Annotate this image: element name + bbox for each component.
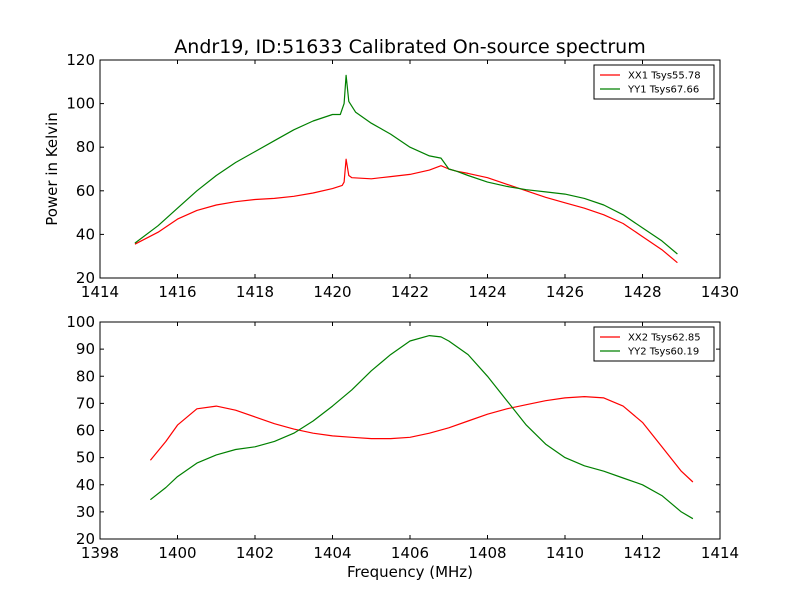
y-tick-label: 120 bbox=[66, 51, 95, 69]
y-tick-label: 80 bbox=[76, 138, 95, 156]
x-tick-label: 1404 bbox=[313, 544, 351, 562]
legend-label-1: XX2 Tsys62.85 bbox=[628, 333, 701, 344]
x-tick-label: 1424 bbox=[468, 283, 506, 301]
y-tick-label: 40 bbox=[76, 225, 95, 243]
y-tick-label: 100 bbox=[66, 313, 95, 331]
y-tick-label: 100 bbox=[66, 95, 95, 113]
y-tick-label: 40 bbox=[76, 476, 95, 494]
x-tick-label: 1418 bbox=[236, 283, 274, 301]
x-tick-label: 1416 bbox=[158, 283, 196, 301]
y-tick-label: 80 bbox=[76, 367, 95, 385]
y-tick-label: 60 bbox=[76, 422, 95, 440]
x-tick-label: 1414 bbox=[81, 283, 119, 301]
x-tick-label: 1414 bbox=[701, 544, 739, 562]
y-tick-label: 20 bbox=[76, 269, 95, 287]
x-tick-label: 1402 bbox=[236, 544, 274, 562]
legend-label-2: YY1 Tsys67.66 bbox=[627, 85, 699, 96]
bottom-panel: 1398 1400 1402 1404 1406 1408 1410 1412 1414 20 30… bbox=[66, 313, 739, 562]
x-tick-label: 1400 bbox=[158, 544, 196, 562]
legend-label-1: XX1 Tsys55.78 bbox=[628, 71, 701, 82]
x-tick-label: 1410 bbox=[546, 544, 584, 562]
legend-box bbox=[593, 64, 715, 100]
legend-box bbox=[593, 326, 715, 362]
series-line-2 bbox=[134, 74, 678, 255]
y-tick-label: 90 bbox=[76, 340, 95, 358]
series-line-2 bbox=[150, 335, 694, 520]
x-tick-label: 1430 bbox=[701, 283, 739, 301]
x-axis-label: Frequency (MHz) bbox=[347, 563, 473, 581]
top-panel: 1414 1416 1418 1420 1422 1424 1426 1428 1430 20 40… bbox=[66, 51, 739, 301]
y-tick-label: 50 bbox=[76, 449, 95, 467]
y-tick-label: 20 bbox=[76, 530, 95, 548]
x-tick-label: 1408 bbox=[468, 544, 506, 562]
y-tick-label: 60 bbox=[76, 182, 95, 200]
legend-label-2: YY2 Tsys60.19 bbox=[627, 347, 699, 358]
x-tick-label: 1426 bbox=[546, 283, 584, 301]
series-line-1 bbox=[134, 158, 678, 264]
x-tick-label: 1422 bbox=[391, 283, 429, 301]
y-tick-label: 30 bbox=[76, 503, 95, 521]
x-tick-label: 1412 bbox=[623, 544, 661, 562]
figure-title: Andr19, ID:51633 Calibrated On-source sp… bbox=[174, 36, 645, 58]
x-tick-label: 1398 bbox=[81, 544, 119, 562]
x-tick-label: 1428 bbox=[623, 283, 661, 301]
y-tick-label: 70 bbox=[76, 394, 95, 412]
y-axis-label: Power in Kelvin bbox=[43, 112, 61, 226]
x-tick-label: 1406 bbox=[391, 544, 429, 562]
x-tick-label: 1420 bbox=[313, 283, 351, 301]
series-line-1 bbox=[149, 396, 694, 483]
